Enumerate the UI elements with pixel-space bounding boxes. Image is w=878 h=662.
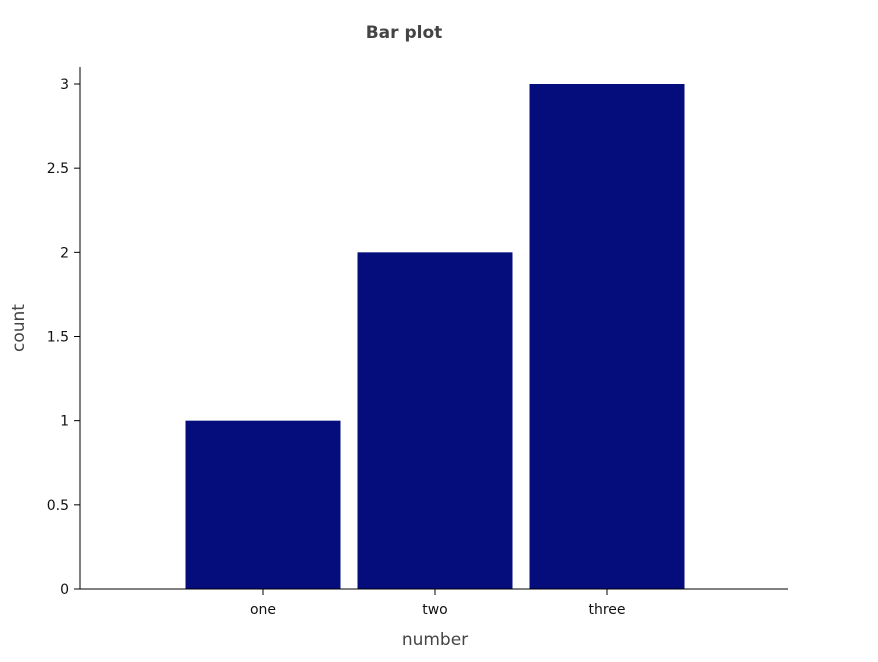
x-axis: one two three	[80, 588, 788, 618]
y-tick-label-4: 2	[60, 245, 69, 261]
y-tick-label-2: 1	[60, 414, 69, 430]
y-tick-label-1: 0.5	[47, 498, 69, 514]
y-tick-label-0: 0	[60, 582, 69, 598]
chart-title: Bar plot	[366, 23, 443, 43]
x-tick-label-two: two	[422, 602, 448, 618]
bar-one	[185, 420, 341, 589]
y-axis-label: count	[9, 304, 29, 352]
y-tick-label-3: 1.5	[47, 330, 69, 346]
bars-group	[185, 84, 685, 590]
x-axis-label: number	[402, 630, 468, 650]
x-tick-label-one: one	[250, 602, 276, 618]
bar-two	[357, 252, 513, 590]
y-tick-label-5: 2.5	[47, 161, 69, 177]
x-tick-label-three: three	[588, 602, 625, 618]
bar-three	[529, 84, 685, 589]
y-tick-label-6: 3	[60, 77, 69, 93]
y-axis: 0 0.5 1 1.5 2 2.5 3	[47, 67, 81, 598]
